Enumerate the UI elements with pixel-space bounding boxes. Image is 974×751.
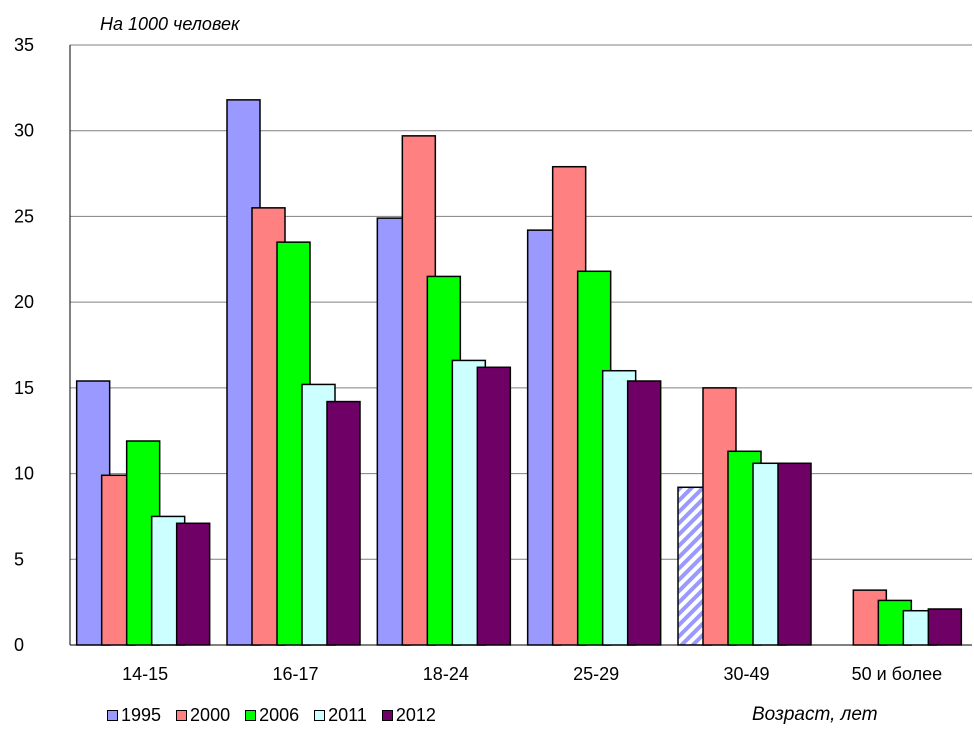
x-tick-label: 18-24 [423, 664, 469, 684]
legend-item: 2000 [176, 705, 230, 726]
x-tick-labels: 14-15 16-17 18-24 25-29 30-49 50 и более [122, 664, 942, 684]
bars [75, 99, 963, 646]
bar [476, 366, 512, 646]
legend-label: 2006 [259, 705, 300, 725]
legend: 1995 2000 2006 2011 2012 [107, 705, 451, 726]
bar [175, 522, 211, 646]
legend-swatch [176, 710, 188, 721]
gridlines [70, 44, 972, 560]
bar [927, 608, 963, 646]
x-tick-label: 25-29 [573, 664, 619, 684]
bar [626, 380, 662, 646]
x-axis-title: Возраст, лет [752, 704, 878, 725]
legend-item: 2012 [381, 705, 436, 726]
legend-label: 2011 [328, 705, 367, 725]
legend-label: 2012 [395, 705, 436, 725]
legend-swatch [381, 710, 393, 721]
y-tick-label: 5 [14, 549, 24, 569]
x-tick-label: 14-15 [122, 664, 168, 684]
y-tick-label: 30 [14, 121, 34, 141]
legend-swatch [314, 710, 326, 721]
legend-item: 2006 [245, 705, 299, 726]
x-tick-label: 16-17 [272, 664, 318, 684]
legend-swatch [245, 710, 257, 721]
legend-label: 2000 [190, 705, 231, 725]
legend-item: 2011 [314, 705, 367, 726]
unit-label: На 1000 человек [100, 14, 240, 34]
legend-label: 1995 [121, 705, 162, 725]
y-tick-label: 0 [14, 635, 24, 655]
legend-item: 1995 [107, 705, 161, 726]
y-tick-label: 35 [14, 35, 34, 55]
legend-swatch [107, 710, 118, 721]
y-tick-labels: 0 5 10 15 20 25 30 35 [14, 35, 34, 655]
x-tick-label: 30-49 [723, 664, 769, 684]
y-tick-label: 20 [14, 292, 34, 312]
y-tick-label: 25 [14, 206, 34, 226]
x-tick-label: 50 и более [852, 664, 943, 684]
y-tick-label: 15 [14, 378, 34, 398]
bar [326, 400, 361, 646]
bar [777, 462, 812, 646]
y-tick-label: 10 [14, 464, 34, 484]
axes [69, 45, 972, 646]
